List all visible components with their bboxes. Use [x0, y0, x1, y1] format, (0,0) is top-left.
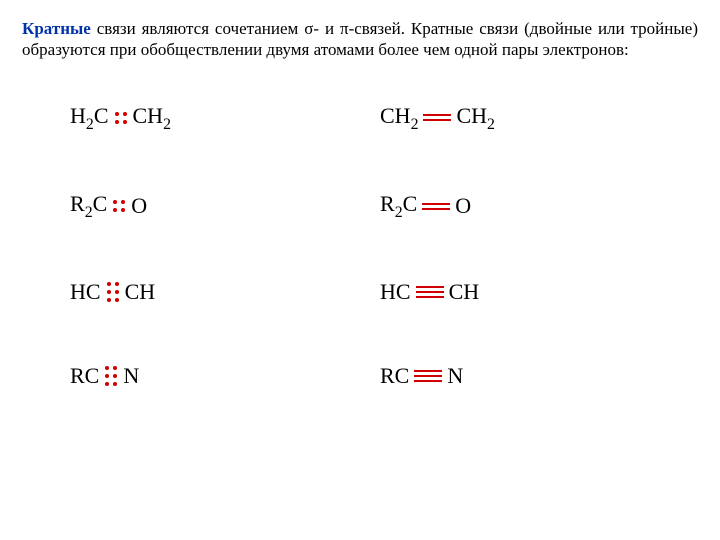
double-bond — [422, 203, 450, 210]
formula-r2c-double-o: R2C O — [380, 191, 660, 221]
atom-rc: RC — [70, 363, 99, 389]
atom-h2c: H2C — [70, 103, 109, 133]
formula-h2c-dots-ch2: H2C CH2 — [70, 103, 350, 133]
sigma-symbol: σ — [304, 19, 313, 38]
triple-bond — [416, 286, 444, 298]
atom-hc: HC — [380, 279, 411, 305]
atom-r2c: R2C — [380, 191, 417, 221]
intro-part1: связи являются сочетанием — [91, 19, 304, 38]
atom-o: O — [455, 193, 471, 219]
formula-r2c-dots-o: R2C O — [70, 191, 350, 221]
triple-bond — [414, 370, 442, 382]
formula-hc-dots-ch: HC CH — [70, 279, 350, 305]
intro-lead: Кратные — [22, 19, 91, 38]
atom-hc: HC — [70, 279, 101, 305]
intro-dash: - и — [313, 19, 340, 38]
formula-grid: H2C CH2 CH2 CH2 R2C O R2C O HC — [22, 103, 698, 390]
formula-rc-dots-n: RC N — [70, 363, 350, 389]
pi-symbol: π — [340, 19, 349, 38]
atom-o: O — [131, 193, 147, 219]
atom-n: N — [123, 363, 139, 389]
formula-ch2-double-ch2: CH2 CH2 — [380, 103, 660, 133]
atom-ch2: CH2 — [133, 103, 171, 133]
intro-paragraph: Кратные связи являются сочетанием σ- и π… — [22, 18, 698, 61]
atom-n: N — [447, 363, 463, 389]
double-bond — [423, 114, 451, 121]
lewis-dots-3 — [107, 280, 119, 304]
atom-ch: CH — [125, 279, 156, 305]
lewis-dots-3 — [105, 364, 117, 388]
formula-rc-triple-n: RC N — [380, 363, 660, 389]
lewis-dots-2 — [115, 110, 127, 126]
lewis-dots-2 — [113, 198, 125, 214]
atom-ch: CH — [449, 279, 480, 305]
atom-r2c: R2C — [70, 191, 107, 221]
atom-rc: RC — [380, 363, 409, 389]
atom-ch2: CH2 — [380, 103, 418, 133]
atom-ch2: CH2 — [456, 103, 494, 133]
formula-hc-triple-ch: HC CH — [380, 279, 660, 305]
